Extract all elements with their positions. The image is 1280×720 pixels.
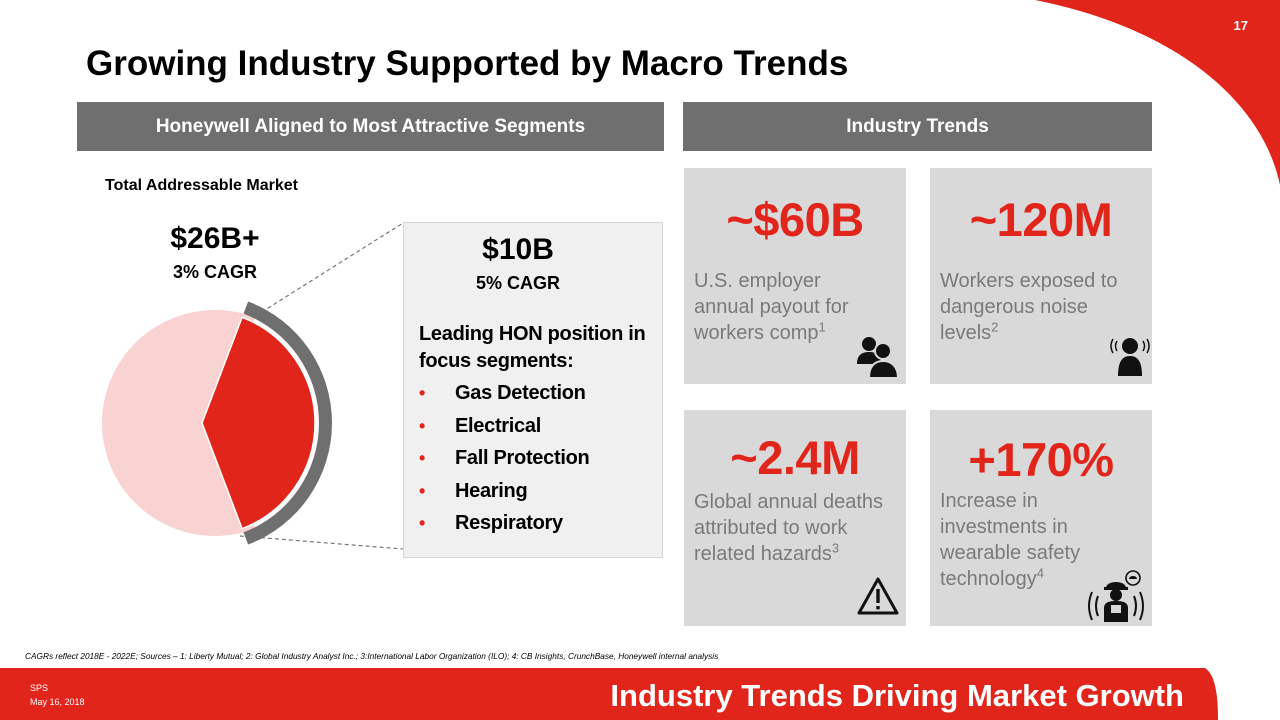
trend-card-workers-comp: ~$60B U.S. employer annual payout for wo… (684, 168, 906, 384)
list-item: • Gas Detection (419, 382, 586, 404)
trend-value: ~2.4M (730, 431, 860, 484)
list-item: • Hearing (419, 479, 528, 502)
warning-icon (857, 577, 899, 615)
focus-segments-box: $10B 5% CAGR Leading HON position in foc… (403, 222, 663, 558)
pie-slice-rest (102, 310, 256, 536)
trend-card-noise: ~120M Workers exposed to dangerous noise… (930, 168, 1152, 384)
source-footnote: CAGRs reflect 2018E - 2022E; Sources – 1… (25, 651, 719, 661)
footer-code: SPS (30, 683, 49, 693)
total-market-value: $26B+ (170, 222, 260, 255)
focus-heading: Leading HON position in focus segments: (419, 323, 646, 372)
trend-value: +170% (968, 433, 1114, 486)
noise-icon (1110, 338, 1150, 376)
page-number: 17 (1233, 18, 1248, 33)
group-icon (857, 337, 900, 378)
pie-slice-focus (201, 316, 316, 530)
trend-value: ~$60B (726, 193, 864, 246)
trend-description: U.S. employer annual payout for workers … (694, 270, 849, 344)
footer-tagline: Industry Trends Driving Market Growth (610, 678, 1184, 713)
page-title: Growing Industry Supported by Macro Tren… (86, 44, 849, 83)
callout-line-bottom (239, 535, 404, 550)
trend-value: ~120M (969, 193, 1113, 246)
connected-worker-icon (1088, 570, 1144, 622)
right-section-header: Industry Trends (683, 102, 1152, 151)
trend-description: Global annual deaths attributed to work … (694, 491, 884, 565)
list-item: • Fall Protection (419, 447, 590, 469)
left-section-header: Honeywell Aligned to Most Attractive Seg… (77, 102, 664, 151)
list-item: • Electrical (419, 414, 541, 437)
trend-card-deaths: ~2.4M Global annual deaths attributed to… (684, 410, 906, 626)
trend-description: Workers exposed to dangerous noise level… (940, 270, 1118, 344)
tam-pie-chart (102, 222, 404, 550)
focus-market-value: $10B (482, 233, 554, 266)
tam-label: Total Addressable Market (105, 177, 298, 194)
focus-segment-list: • Gas Detection • Electrical • Fall Protect… (419, 377, 590, 540)
focus-market-cagr: 5% CAGR (475, 273, 560, 293)
trend-card-wearables: +170% Increase in investments in wearabl… (930, 410, 1152, 626)
callout-line-top (237, 222, 404, 328)
total-market-cagr: 3% CAGR (172, 262, 257, 282)
pie-focus-ring (243, 301, 333, 545)
footer-date: May 16, 2018 (30, 697, 85, 707)
trend-description: Increase in investments in wearable safe… (940, 490, 1081, 590)
footer-bar (0, 668, 1218, 720)
list-item: • Respiratory (419, 512, 563, 534)
